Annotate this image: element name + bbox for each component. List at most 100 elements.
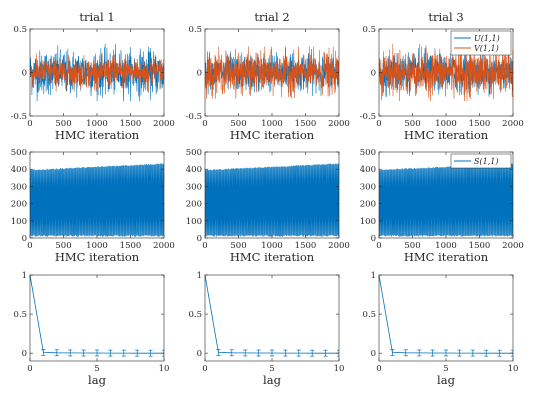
y-tick-label: 1 [197,271,202,281]
panel-r3-c2: 0 5 10 0 0.5 1 lag [188,271,344,387]
acf-errorbar [216,349,221,356]
y-tick-label: 500 [360,148,376,158]
acf-errorbar [484,349,489,357]
y-tick-label: 400 [186,165,202,175]
x-tick-label: 500 [404,119,420,129]
acf-errorbar [390,349,395,356]
acf-errorbar [283,349,288,357]
x-tick-label: 1000 [86,119,108,129]
acf-errorbar [417,349,422,357]
axes-box [204,274,340,362]
plot-area [205,46,339,99]
x-tick-label: 1500 [295,119,317,129]
x-tick-label: 1500 [469,241,491,251]
y-tick-label: 0.5 [188,25,202,35]
x-tick-label: 0 [202,241,207,251]
x-tick-label: 2000 [153,119,175,129]
legend-box [450,30,512,56]
legend-label: U(1,1) [474,34,500,43]
y-tick-label: 200 [186,200,202,210]
x-tick-label: 5 [269,364,274,374]
acf-line [30,275,164,354]
y-tick-label: 400 [11,165,27,175]
series-V-line [30,53,164,92]
panel-titles: trial 1 trial 2 trial 3 [79,10,463,24]
plot-area [30,43,164,102]
x-tick-label: 0 [27,241,32,251]
x-tick-label: 1500 [469,119,491,129]
y-tick-label: 100 [186,217,202,227]
x-axis-label: HMC iteration [230,128,315,142]
x-tick-label: 1500 [120,241,142,251]
plot-area [30,275,164,357]
legend-box [450,153,512,169]
series-S-line [205,163,339,237]
plot-area [205,275,339,357]
y-tick-label: 1 [371,271,376,281]
y-tick-label: 300 [186,182,202,192]
plot-area [205,163,339,237]
y-tick-label: 0 [22,69,27,79]
x-axis-label: HMC iteration [55,250,140,264]
x-tick-label: 2000 [328,241,350,251]
panel-title-1: trial 1 [79,10,114,24]
x-axis-label: HMC iteration [230,250,315,264]
panel-r3-c3: 0 5 10 0 0.5 1 lag [362,271,518,387]
y-tick-label: 0.5 [188,310,202,320]
y-tick-label: 400 [360,165,376,175]
acf-errorbar [270,349,274,357]
acf-errorbar [457,349,462,357]
y-tick-label: 0 [371,349,376,359]
x-tick-label: 0 [376,364,381,374]
x-tick-label: 1000 [435,241,457,251]
y-tick-label: 100 [360,217,376,227]
y-tick-label: -0.5 [11,112,27,122]
legend-label: S(1,1) [474,157,498,166]
y-tick-label: 1 [22,271,27,281]
x-tick-label: 0 [202,119,207,129]
y-tick-label: 0 [371,234,376,244]
x-tick-label: 1000 [86,241,108,251]
x-tick-label: 1500 [120,119,142,129]
x-tick-label: 2000 [502,119,524,129]
y-tick-label: 300 [11,182,27,192]
series-V-line [205,46,339,99]
x-tick-label: 2000 [153,241,175,251]
y-tick-label: 0 [22,349,27,359]
legend: U(1,1)V(1,1) [450,30,512,56]
y-tick-label: 100 [11,217,27,227]
y-tick-label: 0 [371,69,376,79]
acf-errorbar [310,349,315,357]
acf-errorbar [229,349,234,357]
y-tick-label: 300 [360,182,376,192]
y-tick-label: 0.5 [13,310,27,320]
x-tick-label: 500 [230,241,246,251]
x-axis-label: lag [88,373,107,387]
acf-errorbar [54,349,59,357]
panel-title-3: trial 3 [428,10,463,24]
x-tick-label: 10 [159,364,170,374]
axes-box [378,274,514,362]
x-tick-label: 2000 [328,119,350,129]
acf-errorbar [162,349,164,357]
y-tick-label: 0 [22,234,27,244]
panel-title-2: trial 2 [254,10,289,24]
y-tick-label: 0.5 [13,25,27,35]
acf-errorbar [511,349,513,357]
acf-errorbar [121,349,126,357]
x-axis-label: HMC iteration [404,250,489,264]
x-tick-label: 1000 [261,119,283,129]
x-tick-label: 2000 [502,241,524,251]
acf-errorbar [337,349,339,357]
series-S-line [30,163,164,237]
x-tick-label: 0 [202,364,207,374]
legend-label: V(1,1) [474,44,499,53]
acf-errorbar [68,349,73,357]
acf-errorbar [95,349,99,357]
y-tick-label: 0 [197,234,202,244]
